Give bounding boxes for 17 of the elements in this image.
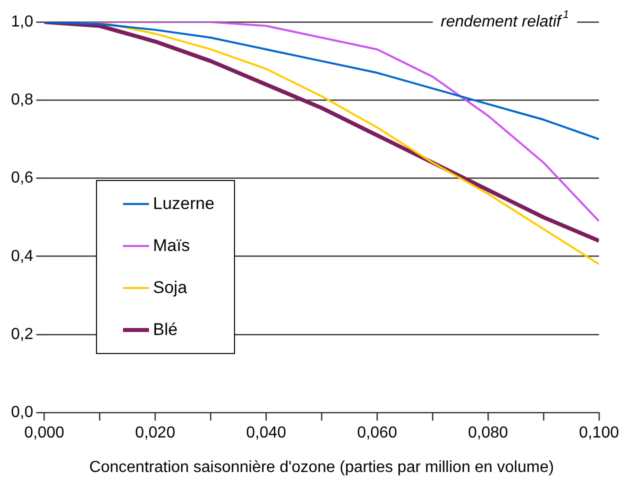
legend-label: Luzerne bbox=[153, 194, 214, 214]
y-tick-label: 1,0 bbox=[10, 13, 34, 30]
y-tick-label: 0,0 bbox=[10, 404, 34, 422]
y-tick-label: 0,8 bbox=[10, 92, 34, 109]
x-tick-label: 0,100 bbox=[578, 424, 620, 442]
x-tick-label: 0,020 bbox=[135, 424, 176, 442]
y-tick-label: 0,6 bbox=[10, 170, 34, 187]
x-tick-label: 0,040 bbox=[246, 424, 286, 442]
x-tick-label: 0,080 bbox=[468, 424, 508, 442]
legend-label: Maïs bbox=[153, 236, 190, 256]
y-tick-label: 0,2 bbox=[10, 326, 34, 343]
x-axis-title: Concentration saisonnière d'ozone (parties par million en volume) bbox=[89, 458, 554, 476]
y-tick-label: 0,4 bbox=[10, 248, 34, 265]
legend-label: Blé bbox=[153, 320, 178, 340]
legend-label: Soja bbox=[153, 278, 188, 298]
x-tick-label: 0,060 bbox=[357, 424, 398, 442]
x-tick-label: 0,000 bbox=[24, 424, 64, 442]
